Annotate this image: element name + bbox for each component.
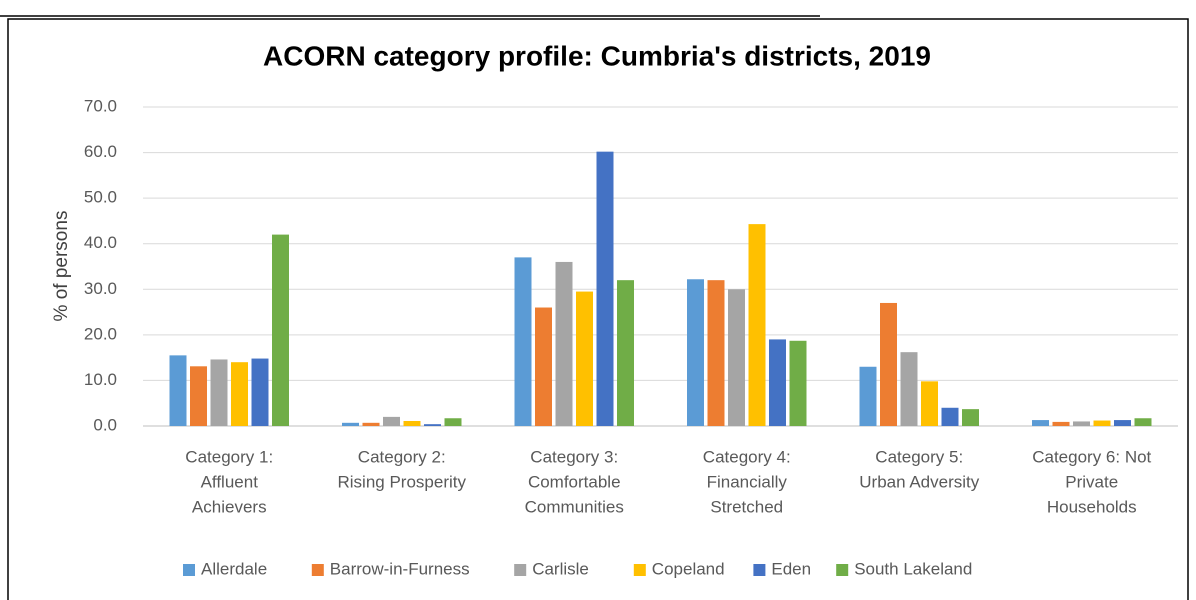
x-tick-label: Category 6: Not [1032,447,1151,466]
x-tick-label: Households [1047,497,1137,516]
bar [272,234,289,426]
bar [555,261,573,426]
bar [596,151,614,426]
x-tick-label: Category 5: [875,447,963,466]
x-tick-label: Category 4: [703,447,791,466]
bar [617,280,634,426]
legend-swatch [836,564,849,576]
y-tick-label: 10.0 [84,370,117,389]
bar [403,420,421,426]
bar [687,279,704,426]
chart-frame [7,18,1189,600]
bar [789,340,807,426]
y-tick-label: 40.0 [84,233,117,252]
x-tick-label: Category 1: [185,447,273,466]
legend-swatch [633,564,646,576]
bar [1093,420,1111,426]
legend-label: Allerdale [201,559,267,578]
bar [190,366,207,426]
bar [859,366,877,426]
bar [962,409,979,426]
chart-title: ACORN category profile: Cumbria's distri… [263,40,931,71]
y-tick-label: 30.0 [84,279,117,298]
bar [941,407,959,426]
legend-swatch [183,564,195,576]
legend-label: Barrow-in-Furness [330,559,470,578]
bar [1134,418,1152,426]
bar [362,422,380,426]
bar [769,339,786,426]
x-tick-label: Category 2: [358,447,446,466]
legend-label: Eden [771,559,811,578]
legend-label: Copeland [652,559,725,578]
bar [576,291,593,426]
bar [748,224,766,426]
bar [1032,420,1049,426]
y-tick-label: 0.0 [93,415,117,434]
x-tick-label: Private [1065,472,1118,491]
bar [210,359,228,426]
legend-swatch [311,564,324,576]
bar [424,424,441,426]
x-tick-label: Stretched [710,497,783,516]
x-tick-label: Achievers [192,497,267,516]
x-tick-label: Comfortable [528,472,621,491]
x-tick-label: Urban Adversity [859,472,979,491]
y-tick-label: 60.0 [84,142,117,161]
bar [1052,421,1070,426]
x-tick-label: Affluent [201,472,259,491]
legend-label: Carlisle [532,559,589,578]
bar [535,307,552,426]
x-tick-label: Rising Prosperity [338,472,467,491]
bar [921,381,938,426]
y-tick-label: 50.0 [84,188,117,207]
legend-label: South Lakeland [854,559,972,578]
bar [383,416,400,426]
legend-swatch [753,564,766,576]
bar [444,418,462,426]
y-axis-title: % of persons [51,211,72,322]
bar [1114,420,1131,426]
y-tick-label: 20.0 [84,324,117,343]
bar [251,358,269,426]
bar [169,355,187,426]
bar [514,257,532,426]
bar [1073,421,1090,426]
bar [707,280,725,426]
bar [880,302,897,426]
bar [728,289,745,426]
y-tick-label: 70.0 [84,96,117,115]
bar [342,422,359,426]
legend-swatch [514,564,527,576]
bar [231,362,248,426]
x-tick-label: Communities [525,497,624,516]
bar [900,352,918,426]
x-tick-label: Category 3: [530,447,618,466]
x-tick-label: Financially [707,472,788,491]
